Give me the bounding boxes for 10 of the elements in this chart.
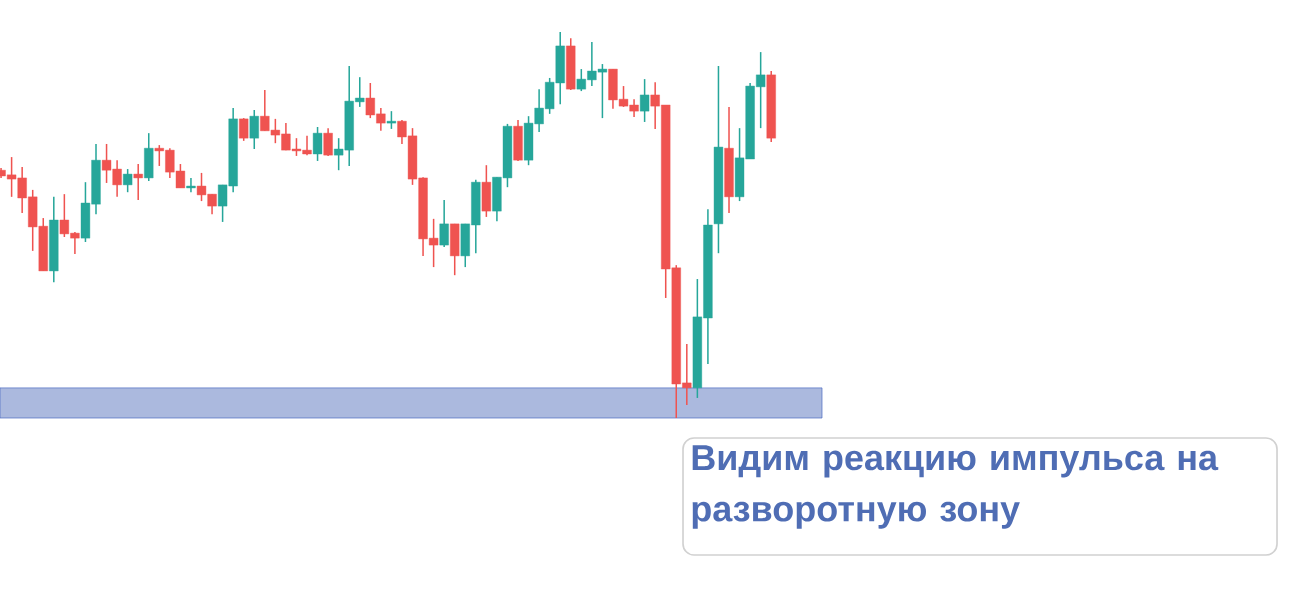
candlestick xyxy=(249,109,259,150)
text: Видим реакцию импульса на разворотную зону xyxy=(692,445,1219,529)
candlestick xyxy=(239,117,249,142)
candlestick xyxy=(439,199,449,248)
candlestick xyxy=(186,177,196,193)
candlestick xyxy=(133,163,143,201)
candlestick xyxy=(312,126,323,162)
candlestick xyxy=(323,127,333,157)
candlestick xyxy=(639,78,650,123)
candlestick xyxy=(123,168,133,193)
